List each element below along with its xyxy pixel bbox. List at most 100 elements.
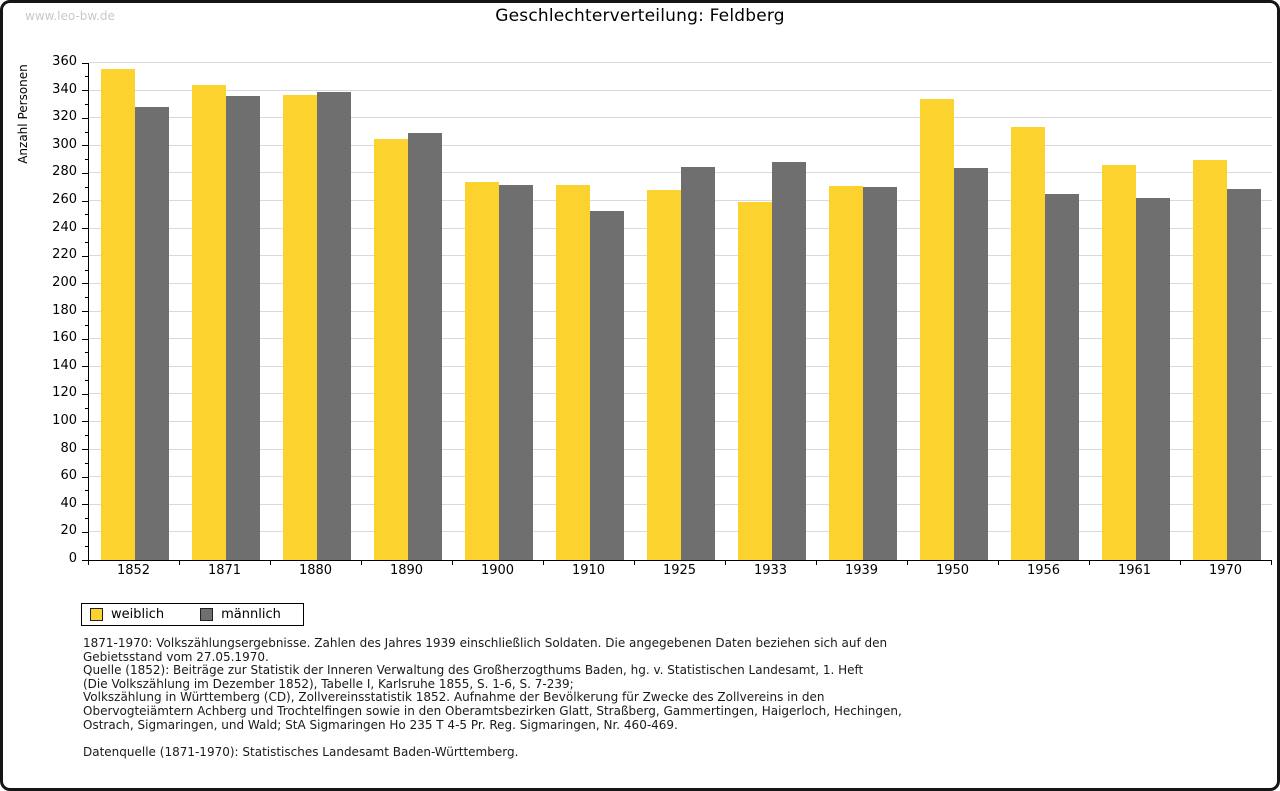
bar-männlich-1933 [771,162,806,560]
y-axis-tick-label: 20 [60,523,77,539]
source-line: Obervogteiämtern Achberg und Trochtelfin… [83,703,902,718]
chart-title: Geschlechterverteilung: Feldberg [495,6,785,26]
x-axis-tick [88,560,89,565]
y-axis-tick [85,545,89,547]
y-axis-tick [85,159,89,161]
bar-männlich-1890 [407,133,442,560]
x-axis-label-1871: 1871 [207,563,242,578]
bar-group-1910 [544,63,635,560]
x-axis-tick [906,560,908,565]
source-notes: 1871-1970: Volkszählungsergebnisse. Zahl… [83,636,902,760]
y-axis-tick [85,407,89,409]
x-axis-tick [451,560,453,565]
legend-label: männlich [221,607,281,622]
bar-weiblich-1880 [282,94,317,560]
bar-group-1961 [1090,63,1181,560]
bar-weiblich-1970 [1192,159,1227,560]
y-axis-tick [82,145,89,147]
y-axis-tick [85,76,89,78]
bar-männlich-1880 [316,92,351,560]
x-axis-tick [269,560,271,565]
bar-männlich-1961 [1135,198,1170,560]
x-axis-label-1950: 1950 [935,563,970,578]
source-line: Volkszählung in Württemberg (CD), Zollve… [83,690,825,705]
y-axis-tick-label: 220 [52,247,77,263]
bar-weiblich-1910 [555,184,590,560]
y-axis-tick-label: 140 [52,357,77,373]
x-axis-tick [1271,560,1272,565]
y-axis-tick-label: 60 [60,468,77,484]
bar-group-1890 [362,63,453,560]
bar-group-1880 [271,63,362,560]
source-line: Gebietsstand vom 27.05.1970. [83,649,269,664]
bar-männlich-1925 [680,166,715,560]
source-line: Ostrach, Sigmaringen, und Wald; StA Sigm… [83,717,678,732]
legend-item-maennlich: männlich [200,607,281,622]
bar-männlich-1871 [225,96,260,560]
y-axis-tick [82,228,89,230]
bar-group-1925 [635,63,726,560]
bar-männlich-1910 [589,210,624,560]
x-axis-tick [634,560,635,565]
legend: weiblich männlich [81,603,304,626]
maennlich-swatch-icon [200,608,214,621]
y-axis-tick [82,559,89,561]
y-axis-tick [85,352,89,354]
y-axis-tick [82,172,89,174]
bar-weiblich-1852 [100,68,135,560]
y-axis-tick-label: 360 [52,54,77,69]
x-axis-label-1900: 1900 [480,563,515,578]
y-axis-tick [82,531,89,533]
y-axis-tick [85,297,89,299]
y-axis-tick [82,476,89,478]
y-axis-tick [82,200,89,202]
y-axis-tick [82,366,89,368]
y-axis-tick [85,380,89,382]
x-axis-tick [1089,560,1090,565]
y-axis-tick [82,311,89,312]
x-axis-label-1939: 1939 [844,563,879,578]
y-axis-tick-label: 280 [52,164,77,180]
y-axis-tick [82,338,89,340]
bar-weiblich-1900 [464,181,499,560]
y-axis-tick [85,103,89,105]
y-axis-tick [85,518,89,520]
y-axis-tick [85,435,89,437]
y-axis-tick [85,490,89,492]
y-axis-tick [82,393,89,395]
bar-group-1970 [1181,63,1272,560]
bar-weiblich-1871 [191,85,226,560]
x-axis-labels: 1852 1871 1880 1890 1900 1910 1925 1933 1939 1950… [88,563,1271,578]
x-axis-tick [724,560,726,565]
bar-männlich-1852 [134,107,169,560]
bar-weiblich-1939 [828,185,863,560]
gridline [89,117,1272,119]
y-axis-tick-label: 320 [52,109,77,125]
y-axis-tick-label: 40 [60,495,77,511]
bar-männlich-1950 [953,167,988,560]
bar-group-1933 [726,63,817,560]
y-axis-tick-label: 160 [52,330,77,346]
bar-weiblich-1961 [1101,165,1136,560]
y-axis-tick [82,449,89,451]
y-axis-tick [82,62,89,64]
source-line: (Die Volkszählung im Dezember 1852), Tab… [83,676,574,691]
y-axis-tick [85,324,89,326]
watermark: www.leo-bw.de [25,9,115,23]
y-axis-tick [85,241,89,243]
legend-item-weiblich: weiblich [90,607,164,622]
gridline [89,89,1272,91]
x-axis-label-1925: 1925 [662,563,697,578]
x-axis-label-1852: 1852 [116,563,151,578]
y-axis-tick [82,283,89,285]
gridline [89,144,1272,146]
x-axis-tick [361,560,362,565]
x-axis-tick [998,560,999,565]
y-axis-tick-label: 340 [52,81,77,97]
bar-groups [89,63,1272,560]
bar-group-1950 [908,63,999,560]
bar-weiblich-1925 [646,190,681,560]
bar-group-1871 [180,63,271,560]
y-axis-tick-label: 0 [68,551,77,566]
plot-area: 0 20 40 60 80 100 120 140 160 180 200 220 240 260 280 3… [52,54,1272,566]
